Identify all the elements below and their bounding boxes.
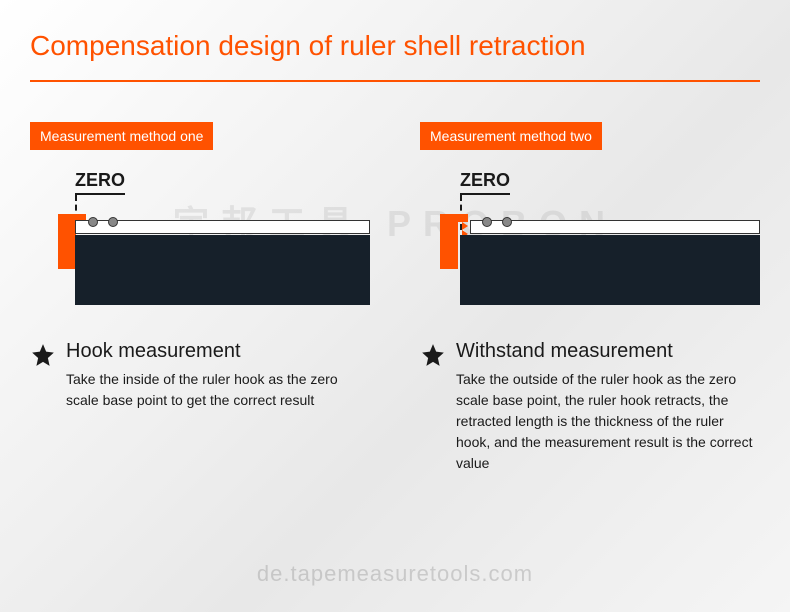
desc-body: Take the outside of the ruler hook as th… xyxy=(456,369,760,474)
rivet-icon xyxy=(108,217,118,227)
method-one: Measurement method one ZERO Hook measure… xyxy=(30,122,370,474)
surface-block xyxy=(75,235,370,305)
star-icon xyxy=(30,342,56,368)
method-one-diagram: ZERO xyxy=(30,170,370,310)
page-title: Compensation design of ruler shell retra… xyxy=(30,30,760,62)
zero-label: ZERO xyxy=(75,170,125,195)
ruler-hook xyxy=(58,214,76,269)
method-two-description: Withstand measurement Take the outside o… xyxy=(420,340,760,474)
page-root: 宇邦工具 PROBON Compensation design of ruler… xyxy=(0,0,790,612)
method-two: Measurement method two ZERO W xyxy=(420,122,760,474)
desc-text: Withstand measurement Take the outside o… xyxy=(456,340,760,474)
surface-block xyxy=(460,235,760,305)
method-one-description: Hook measurement Take the inside of the … xyxy=(30,340,370,411)
zero-label: ZERO xyxy=(460,170,510,195)
method-two-tag: Measurement method two xyxy=(420,122,602,150)
desc-title: Withstand measurement xyxy=(456,340,760,363)
title-divider xyxy=(30,80,760,82)
method-two-diagram: ZERO xyxy=(420,170,760,310)
rivet-icon xyxy=(502,217,512,227)
rivet-icon xyxy=(88,217,98,227)
tape-body xyxy=(470,220,760,234)
rivet-icon xyxy=(482,217,492,227)
desc-body: Take the inside of the ruler hook as the… xyxy=(66,369,370,411)
methods-container: Measurement method one ZERO Hook measure… xyxy=(30,122,760,474)
ruler-hook xyxy=(440,214,458,269)
watermark-bottom: de.tapemeasuretools.com xyxy=(0,561,790,587)
desc-text: Hook measurement Take the inside of the … xyxy=(66,340,370,411)
desc-title: Hook measurement xyxy=(66,340,370,363)
tape-body xyxy=(75,220,370,234)
method-one-tag: Measurement method one xyxy=(30,122,213,150)
star-icon xyxy=(420,342,446,368)
